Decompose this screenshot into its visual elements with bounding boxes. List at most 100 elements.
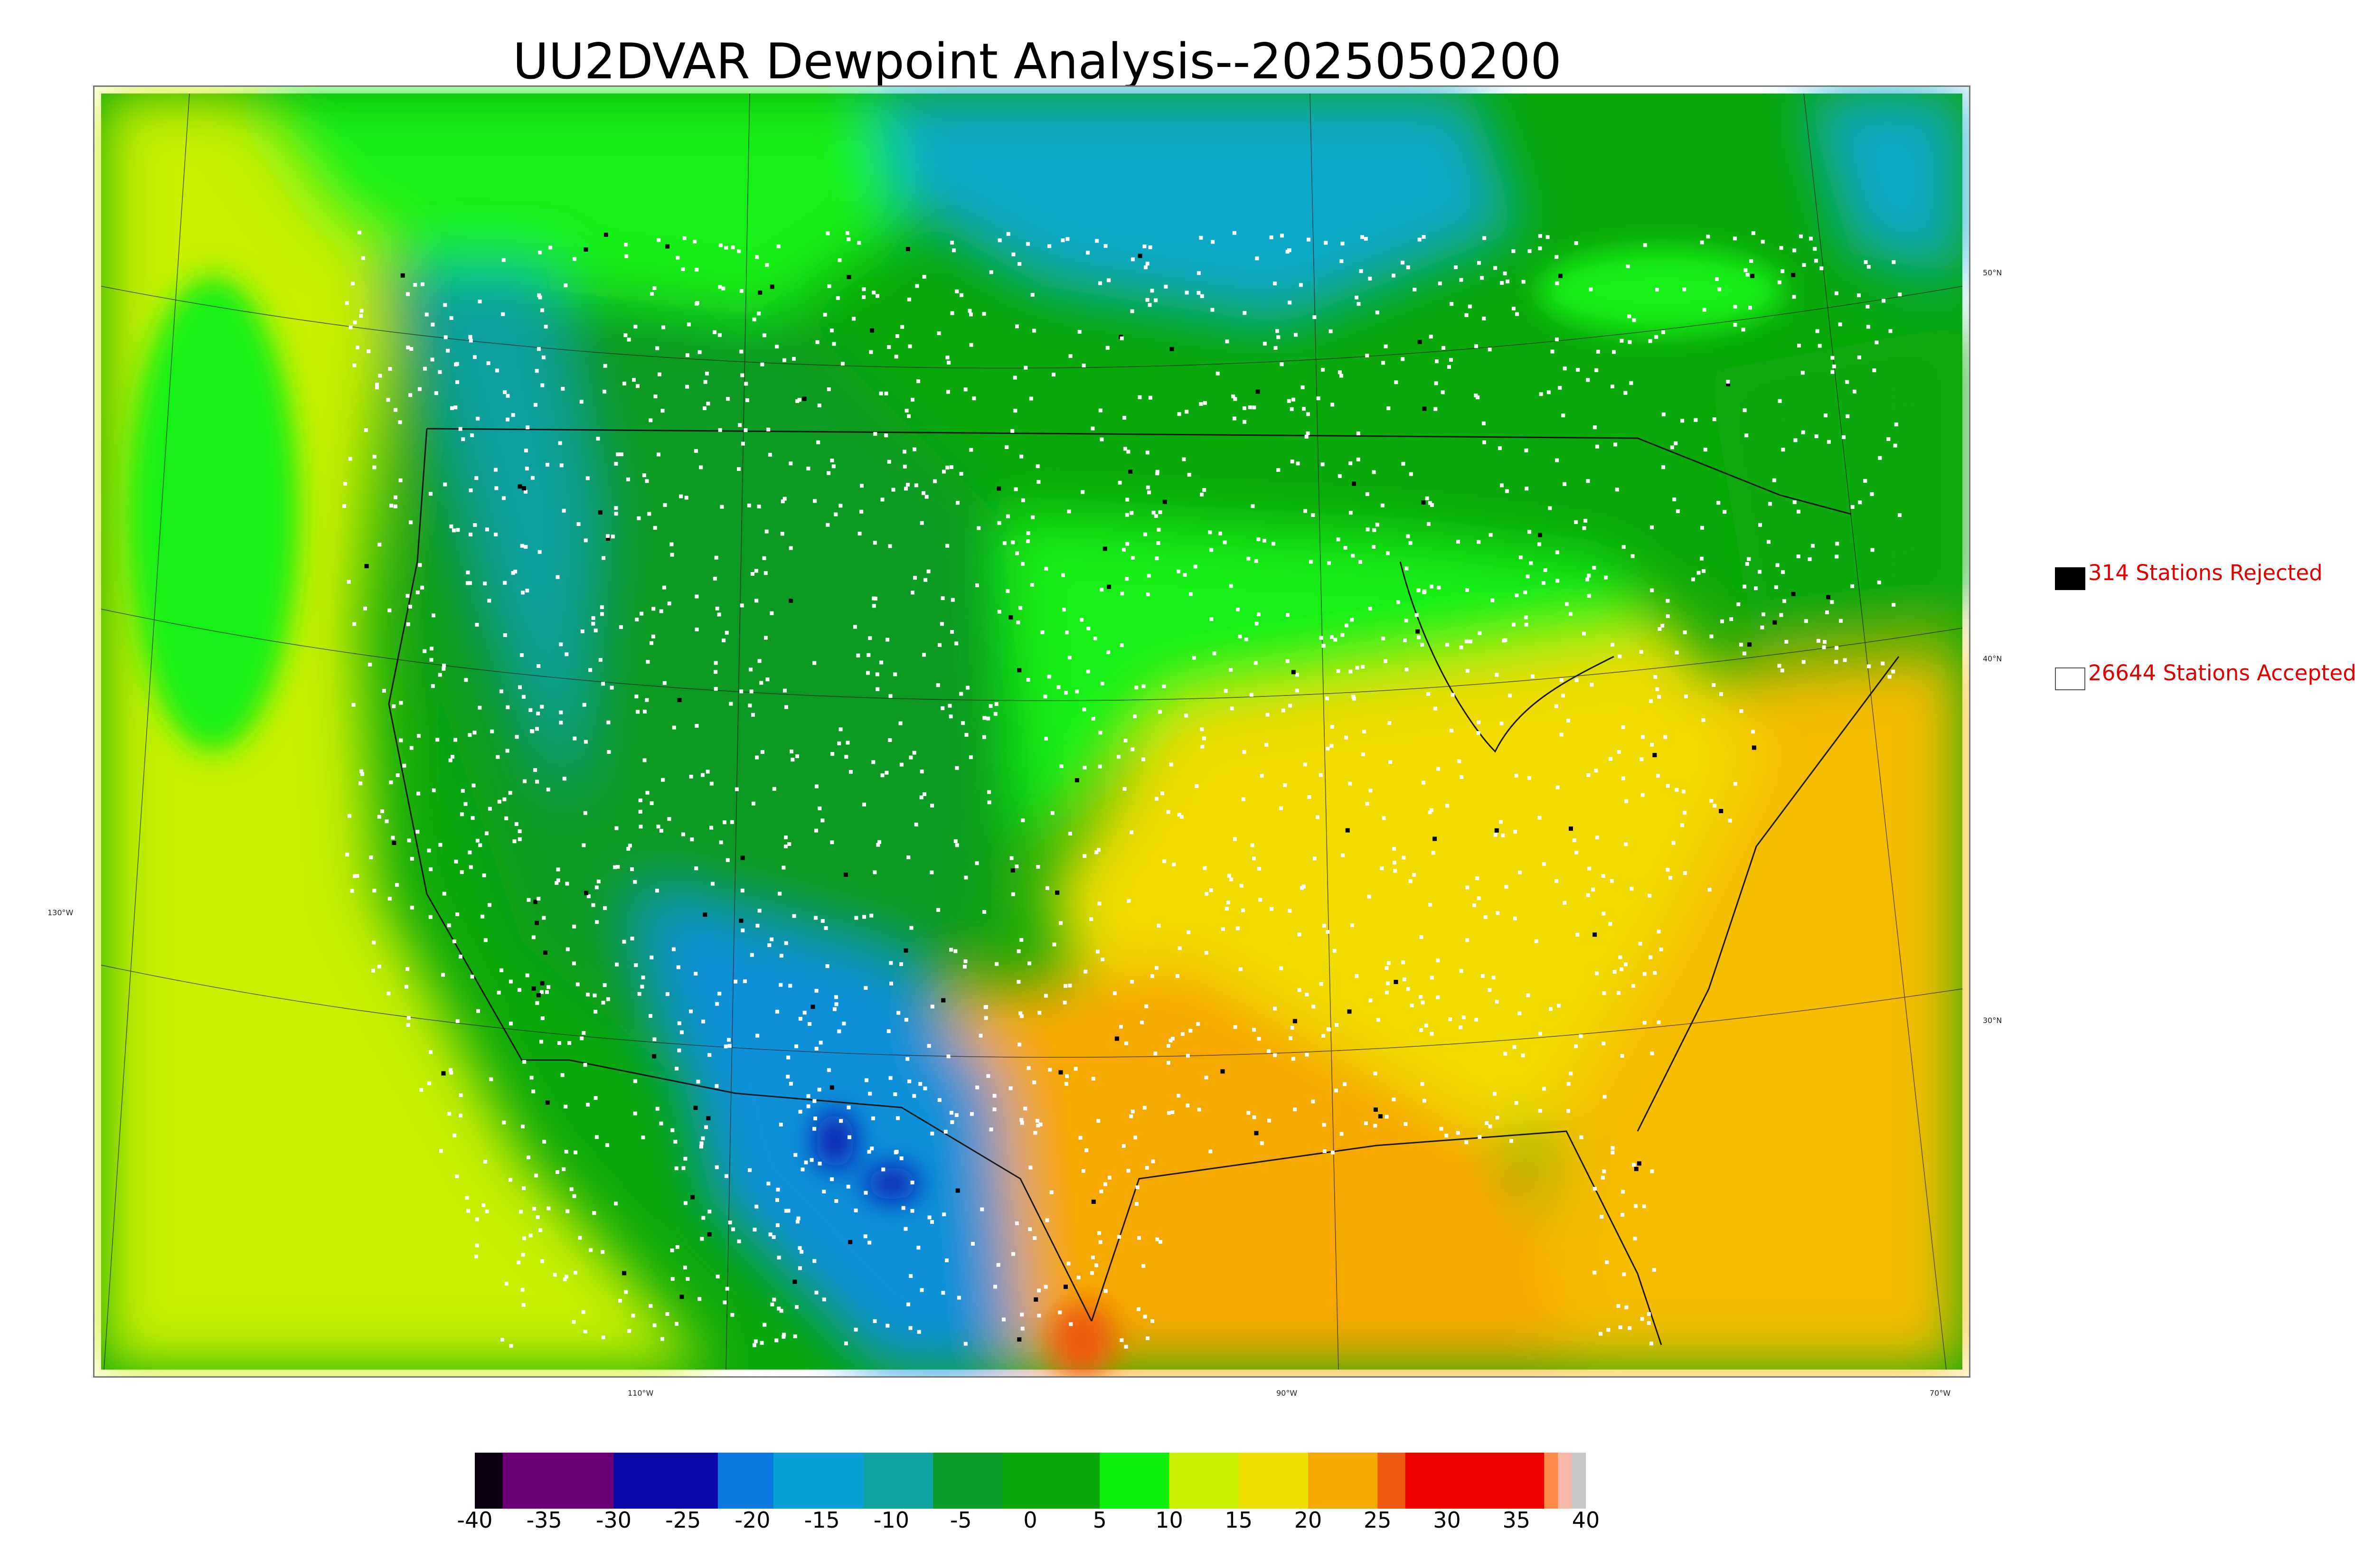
station-accepted[interactable] — [1801, 660, 1806, 664]
station-accepted[interactable] — [950, 1120, 954, 1124]
station-accepted[interactable] — [893, 1092, 897, 1096]
station-accepted[interactable] — [1541, 581, 1545, 585]
station-accepted[interactable] — [575, 982, 580, 986]
station-accepted[interactable] — [576, 522, 581, 526]
station-accepted[interactable] — [766, 1182, 771, 1186]
station-rejected[interactable] — [1291, 670, 1296, 675]
station-accepted[interactable] — [1082, 363, 1086, 367]
station-accepted[interactable] — [808, 1022, 812, 1026]
station-accepted[interactable] — [747, 503, 751, 507]
station-accepted[interactable] — [1299, 283, 1303, 287]
station-accepted[interactable] — [1026, 242, 1030, 246]
station-accepted[interactable] — [1017, 949, 1021, 953]
station-rejected[interactable] — [441, 1071, 446, 1076]
station-accepted[interactable] — [735, 787, 739, 791]
station-markers[interactable] — [342, 230, 1902, 1349]
station-accepted[interactable] — [899, 1156, 904, 1160]
station-accepted[interactable] — [695, 594, 699, 599]
station-rejected[interactable] — [531, 986, 536, 991]
station-accepted[interactable] — [1148, 303, 1152, 307]
station-accepted[interactable] — [485, 831, 489, 836]
station-accepted[interactable] — [1668, 876, 1673, 880]
station-accepted[interactable] — [1476, 395, 1480, 400]
station-accepted[interactable] — [471, 816, 475, 820]
station-accepted[interactable] — [1823, 640, 1827, 644]
station-accepted[interactable] — [1162, 684, 1166, 688]
station-accepted[interactable] — [1385, 551, 1390, 555]
station-accepted[interactable] — [1330, 725, 1334, 729]
station-accepted[interactable] — [775, 345, 779, 349]
station-accepted[interactable] — [503, 633, 507, 637]
station-accepted[interactable] — [452, 1133, 457, 1137]
station-accepted[interactable] — [519, 1210, 523, 1214]
station-accepted[interactable] — [1723, 510, 1727, 514]
station-accepted[interactable] — [741, 441, 745, 446]
station-accepted[interactable] — [856, 653, 860, 657]
station-accepted[interactable] — [705, 371, 709, 376]
station-accepted[interactable] — [725, 630, 729, 635]
station-accepted[interactable] — [942, 469, 946, 474]
station-accepted[interactable] — [649, 418, 653, 423]
station-accepted[interactable] — [1654, 335, 1658, 339]
station-accepted[interactable] — [868, 636, 872, 640]
station-accepted[interactable] — [1804, 619, 1808, 623]
station-accepted[interactable] — [727, 1044, 732, 1048]
station-rejected[interactable] — [904, 948, 908, 953]
station-accepted[interactable] — [1106, 650, 1111, 654]
station-accepted[interactable] — [659, 609, 663, 613]
station-accepted[interactable] — [1515, 312, 1519, 316]
station-accepted[interactable] — [541, 355, 546, 359]
station-rejected[interactable] — [545, 1100, 550, 1105]
station-accepted[interactable] — [469, 488, 473, 492]
station-accepted[interactable] — [1512, 1045, 1517, 1049]
station-rejected[interactable] — [1169, 347, 1174, 351]
station-accepted[interactable] — [537, 550, 542, 554]
station-accepted[interactable] — [1112, 991, 1117, 995]
station-accepted[interactable] — [724, 1044, 728, 1049]
station-rejected[interactable] — [802, 396, 807, 401]
station-accepted[interactable] — [872, 596, 876, 601]
station-accepted[interactable] — [683, 1156, 688, 1161]
station-accepted[interactable] — [1006, 232, 1010, 236]
station-accepted[interactable] — [1392, 273, 1395, 278]
station-accepted[interactable] — [948, 704, 952, 708]
station-accepted[interactable] — [812, 1099, 817, 1103]
station-accepted[interactable] — [1005, 445, 1009, 449]
station-accepted[interactable] — [1469, 639, 1473, 644]
station-accepted[interactable] — [665, 992, 669, 996]
station-accepted[interactable] — [1178, 946, 1182, 950]
station-rejected[interactable] — [1422, 406, 1427, 411]
station-accepted[interactable] — [1143, 1314, 1147, 1319]
station-accepted[interactable] — [1131, 257, 1135, 262]
station-accepted[interactable] — [1761, 240, 1765, 244]
station-accepted[interactable] — [955, 289, 959, 293]
station-accepted[interactable] — [1018, 1011, 1023, 1015]
station-accepted[interactable] — [913, 447, 916, 451]
station-accepted[interactable] — [475, 838, 480, 843]
station-accepted[interactable] — [1300, 886, 1304, 890]
station-accepted[interactable] — [787, 842, 791, 846]
station-accepted[interactable] — [718, 243, 723, 247]
station-accepted[interactable] — [1117, 755, 1121, 759]
station-accepted[interactable] — [1514, 773, 1518, 778]
station-accepted[interactable] — [793, 1153, 798, 1157]
station-accepted[interactable] — [1594, 368, 1599, 372]
station-accepted[interactable] — [1119, 1024, 1123, 1029]
station-accepted[interactable] — [722, 638, 726, 642]
station-accepted[interactable] — [531, 935, 536, 939]
station-accepted[interactable] — [1144, 265, 1148, 270]
station-accepted[interactable] — [1162, 859, 1167, 864]
station-accepted[interactable] — [1011, 892, 1015, 896]
station-accepted[interactable] — [812, 661, 817, 665]
station-accepted[interactable] — [1009, 856, 1014, 860]
station-accepted[interactable] — [1232, 416, 1236, 421]
station-accepted[interactable] — [830, 1177, 834, 1182]
station-accepted[interactable] — [468, 581, 472, 585]
station-accepted[interactable] — [1246, 556, 1251, 561]
station-accepted[interactable] — [1712, 417, 1716, 422]
station-accepted[interactable] — [683, 1201, 688, 1205]
station-accepted[interactable] — [764, 636, 768, 640]
station-accepted[interactable] — [1253, 661, 1258, 665]
station-accepted[interactable] — [1747, 557, 1751, 561]
station-accepted[interactable] — [536, 1215, 540, 1219]
